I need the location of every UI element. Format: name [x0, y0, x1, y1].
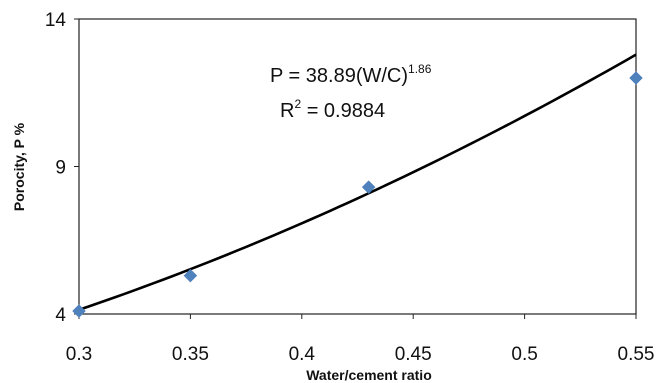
x-tick-label: 0.5: [511, 344, 537, 365]
x-tick-label: 0.3: [66, 344, 92, 365]
data-point: [629, 71, 643, 85]
x-tick-label: 0.35: [172, 344, 209, 365]
plot-area-frame: [78, 18, 637, 315]
points-layer: [72, 71, 643, 318]
power-trendline: [78, 53, 637, 312]
trendline-layer: [78, 53, 637, 312]
x-tick-label: 0.55: [618, 344, 655, 365]
x-tick-label: 0.45: [395, 344, 432, 365]
data-point: [361, 180, 376, 195]
tick-labels-layer: 0.3 0.35 0.4 0.45 0.5 0.55 4 9 14: [45, 10, 655, 365]
y-tick-label: 14: [45, 10, 67, 31]
axes-layer: [74, 18, 637, 319]
x-axis-title: Water/cement ratio: [306, 367, 432, 383]
x-tick-label: 0.4: [289, 344, 316, 365]
y-tick-label: 4: [55, 305, 66, 326]
y-axis-title: Porocity, P %: [11, 122, 27, 211]
trendline-equation: P = 38.89(W/C)1.86: [270, 62, 432, 87]
y-tick-label: 9: [55, 158, 66, 179]
data-point: [72, 304, 86, 318]
r-squared-label: R2 = 0.9884: [280, 97, 385, 122]
data-point: [183, 268, 198, 283]
